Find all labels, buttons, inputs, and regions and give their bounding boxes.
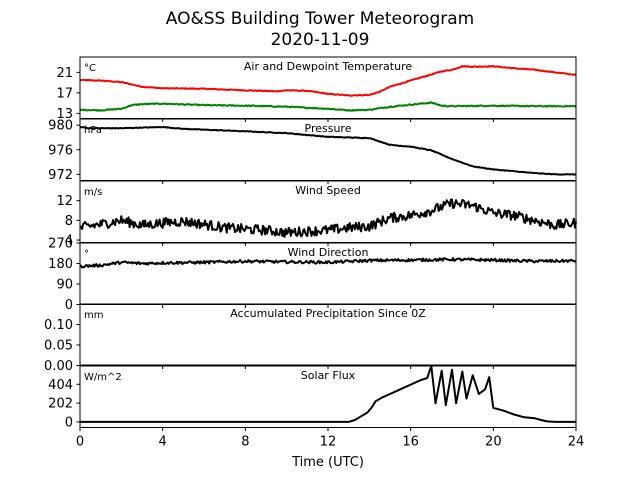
- time-x-axis: 0 4 8 12 16 20 24: [76, 435, 584, 450]
- x-tick-label: 8: [241, 435, 249, 450]
- air-temperature-line: [79, 64, 577, 97]
- panel-unit-label: W/m^2: [84, 372, 122, 383]
- y-tick-label: 202: [48, 397, 73, 412]
- wind-direction-line: [79, 257, 577, 269]
- panel-unit-label: °: [84, 249, 89, 260]
- y-tick-label: 0: [65, 415, 73, 430]
- x-tick-label: 0: [76, 435, 84, 450]
- figure-title-line2: 2020-11-09: [271, 30, 370, 50]
- panel-title: Air and Dewpoint Temperature: [244, 60, 412, 73]
- y-tick-label: 17: [56, 86, 73, 101]
- panel-unit-label: mm: [84, 310, 103, 321]
- y-tick-label: 270: [48, 237, 73, 252]
- y-tick-label: 0.10: [44, 318, 73, 333]
- x-tick-label: 12: [320, 435, 337, 450]
- y-tick-label: 13: [56, 107, 73, 122]
- x-tick-label: 20: [485, 435, 502, 450]
- y-tick-label: 90: [56, 278, 73, 293]
- y-tick-label: 980: [48, 119, 73, 134]
- y-tick-label: 8: [65, 214, 73, 229]
- panel-title: Wind Direction: [288, 246, 369, 259]
- panel-title: Wind Speed: [295, 184, 361, 197]
- panel-title: Pressure: [305, 122, 352, 135]
- y-tick-label: 404: [48, 378, 73, 393]
- panel-title: Solar Flux: [301, 369, 356, 382]
- panel-unit-label: °C: [84, 63, 96, 74]
- panel-unit-label: hPa: [84, 125, 102, 136]
- y-tick-label: 0: [65, 298, 73, 313]
- wind-speed-line: [79, 198, 577, 238]
- x-tick-label: 4: [159, 435, 167, 450]
- y-tick-label: 976: [48, 143, 73, 158]
- x-axis-label: Time (UTC): [291, 455, 364, 470]
- panel-solar-flux: 0 202 404 Solar Flux W/m^2: [48, 365, 577, 431]
- panel-wind-direction: 0 90 180 270 Wind Direction °: [48, 237, 577, 313]
- y-tick-label: 180: [48, 257, 73, 272]
- dewpoint-temperature-line: [79, 101, 577, 112]
- y-tick-label: 0.00: [44, 359, 73, 374]
- x-tick-label: 24: [568, 435, 585, 450]
- figure-title-line1: AO&SS Building Tower Meteorogram: [166, 9, 474, 29]
- y-tick-label: 4: [65, 234, 73, 249]
- y-tick-label: 972: [48, 168, 73, 183]
- panel-title: Accumulated Precipitation Since 0Z: [230, 307, 426, 320]
- panel-unit-label: m/s: [84, 187, 102, 198]
- x-tick-label: 16: [402, 435, 419, 450]
- y-tick-label: 12: [56, 194, 73, 209]
- panel-pressure: 972 976 980 Pressure hPa: [48, 118, 577, 184]
- pressure-line: [79, 125, 577, 176]
- panel-temperature: 13 17 21 Air and Dewpoint Temperature °C: [56, 56, 577, 122]
- y-tick-label: 0.05: [44, 339, 73, 354]
- solar-flux-line: [80, 365, 576, 423]
- y-tick-label: 21: [56, 66, 73, 81]
